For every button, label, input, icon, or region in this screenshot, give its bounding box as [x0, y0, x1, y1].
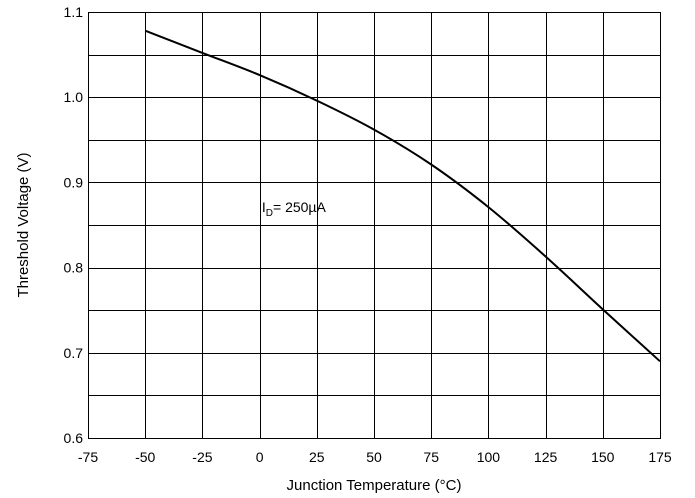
y-tick-label: 1.1 [64, 4, 84, 20]
y-tick-label: 0.8 [64, 260, 84, 276]
threshold-voltage-curve [144, 29, 661, 363]
y-tick-label: 0.6 [64, 430, 84, 446]
y-axis-title: Threshold Voltage (V) [15, 152, 32, 297]
drain-current-annotation: ID= 250µA [262, 199, 327, 219]
y-tick-label: 0.7 [64, 345, 84, 361]
x-tick-label: 150 [591, 449, 615, 465]
x-tick-label: 50 [366, 449, 382, 465]
annotation-rest: = 250µA [273, 199, 326, 215]
x-tick-label: 25 [309, 449, 325, 465]
y-tick-label: 0.9 [64, 174, 84, 190]
tick-labels: -75 -50 -25 0 25 50 75 100 125 150 175 0.6 0.7 0.8 0.9… [64, 4, 672, 465]
plot-frame [88, 12, 661, 439]
annotation-subscript: D [266, 208, 273, 219]
x-tick-label: 125 [534, 449, 558, 465]
x-tick-label: 0 [256, 449, 264, 465]
y-tick-label: 1.0 [64, 89, 84, 105]
x-axis-title: Junction Temperature (°C) [287, 477, 462, 494]
x-tick-label: -25 [192, 449, 212, 465]
annotation-main: I [262, 199, 266, 215]
x-tick-label: 175 [648, 449, 672, 465]
x-tick-label: -75 [78, 449, 98, 465]
x-tick-label: 75 [423, 449, 439, 465]
x-tick-label: -50 [135, 449, 155, 465]
x-tick-label: 100 [477, 449, 501, 465]
grid [88, 12, 661, 439]
